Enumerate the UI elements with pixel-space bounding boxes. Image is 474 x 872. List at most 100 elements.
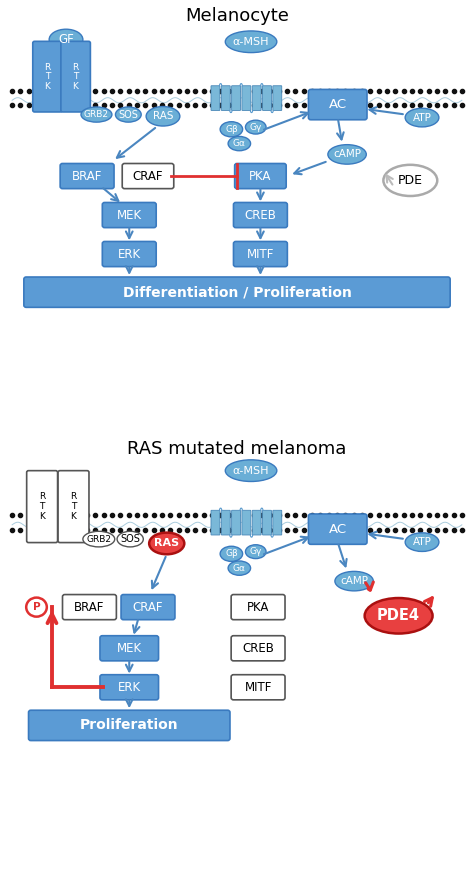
FancyBboxPatch shape [211, 510, 220, 535]
Text: Gγ: Gγ [249, 547, 262, 556]
Text: α-MSH: α-MSH [233, 37, 269, 47]
FancyBboxPatch shape [231, 675, 285, 700]
FancyBboxPatch shape [252, 510, 261, 535]
Text: α-MSH: α-MSH [233, 466, 269, 475]
Ellipse shape [220, 122, 243, 137]
FancyBboxPatch shape [263, 510, 272, 535]
Text: CRAF: CRAF [133, 601, 163, 614]
Ellipse shape [328, 145, 366, 164]
Text: CRAF: CRAF [133, 169, 163, 182]
FancyBboxPatch shape [102, 202, 156, 228]
Text: MITF: MITF [245, 681, 272, 694]
Text: ERK: ERK [118, 248, 141, 261]
Text: RAS: RAS [154, 538, 179, 548]
Text: R
T
K: R T K [70, 493, 77, 521]
Text: Gγ: Gγ [249, 123, 262, 132]
Text: Proliferation: Proliferation [80, 719, 179, 732]
FancyBboxPatch shape [263, 85, 272, 111]
Text: BRAF: BRAF [74, 601, 105, 614]
Text: PDE: PDE [398, 174, 423, 187]
Text: PKA: PKA [247, 601, 269, 614]
Text: GF: GF [58, 33, 74, 46]
Text: SOS: SOS [118, 110, 138, 119]
Ellipse shape [225, 31, 277, 52]
Text: CREB: CREB [242, 642, 274, 655]
Text: Gα: Gα [233, 139, 246, 148]
Ellipse shape [365, 598, 433, 634]
Ellipse shape [149, 533, 184, 555]
Text: Gβ: Gβ [225, 125, 238, 133]
Text: MITF: MITF [247, 248, 274, 261]
Text: Differentiation / Proliferation: Differentiation / Proliferation [123, 285, 351, 299]
Text: P: P [33, 603, 40, 612]
Text: Gβ: Gβ [225, 549, 238, 558]
FancyBboxPatch shape [61, 41, 91, 112]
Ellipse shape [117, 531, 143, 547]
Text: cAMP: cAMP [340, 576, 368, 586]
FancyBboxPatch shape [232, 85, 240, 111]
Ellipse shape [225, 460, 277, 481]
Text: PDE4: PDE4 [377, 609, 420, 623]
FancyBboxPatch shape [273, 85, 282, 111]
Ellipse shape [81, 107, 112, 122]
Ellipse shape [116, 107, 141, 122]
Ellipse shape [146, 106, 180, 126]
FancyBboxPatch shape [309, 514, 367, 544]
Text: GRB2: GRB2 [84, 110, 109, 119]
FancyBboxPatch shape [100, 636, 158, 661]
Text: AC: AC [328, 522, 347, 535]
Text: cAMP: cAMP [333, 149, 361, 160]
FancyBboxPatch shape [221, 510, 230, 535]
Ellipse shape [49, 29, 83, 50]
FancyBboxPatch shape [100, 675, 158, 700]
FancyBboxPatch shape [242, 510, 251, 535]
FancyBboxPatch shape [234, 242, 287, 267]
Text: R
T
K: R T K [39, 493, 45, 521]
Text: AC: AC [328, 98, 347, 111]
Ellipse shape [335, 571, 374, 591]
FancyBboxPatch shape [231, 636, 285, 661]
FancyBboxPatch shape [273, 510, 282, 535]
Text: Gα: Gα [233, 563, 246, 573]
FancyBboxPatch shape [122, 164, 174, 188]
Text: R
T
K: R T K [72, 63, 79, 91]
FancyBboxPatch shape [28, 710, 230, 740]
FancyBboxPatch shape [309, 90, 367, 119]
Text: RAS: RAS [153, 112, 173, 121]
Text: MEK: MEK [117, 642, 142, 655]
FancyBboxPatch shape [60, 164, 114, 188]
FancyBboxPatch shape [234, 202, 287, 228]
Ellipse shape [246, 545, 266, 559]
Ellipse shape [405, 533, 439, 551]
FancyBboxPatch shape [232, 510, 240, 535]
FancyBboxPatch shape [58, 471, 89, 542]
FancyBboxPatch shape [242, 85, 251, 111]
FancyBboxPatch shape [252, 85, 261, 111]
FancyBboxPatch shape [221, 85, 230, 111]
Ellipse shape [405, 108, 439, 127]
Text: ATP: ATP [412, 112, 431, 123]
Ellipse shape [246, 120, 266, 134]
Text: ERK: ERK [118, 681, 141, 694]
Text: R
T
K: R T K [44, 63, 50, 91]
Text: BRAF: BRAF [72, 169, 102, 182]
Text: PKA: PKA [249, 169, 272, 182]
Text: GRB2: GRB2 [86, 535, 111, 543]
FancyBboxPatch shape [63, 595, 117, 620]
Ellipse shape [220, 546, 243, 562]
Circle shape [26, 597, 47, 617]
FancyBboxPatch shape [231, 595, 285, 620]
FancyBboxPatch shape [24, 277, 450, 307]
Ellipse shape [228, 136, 251, 151]
Text: Melanocyte: Melanocyte [185, 7, 289, 24]
FancyBboxPatch shape [27, 471, 57, 542]
FancyBboxPatch shape [235, 164, 286, 188]
Text: SOS: SOS [120, 535, 140, 544]
Text: CREB: CREB [245, 208, 276, 221]
Ellipse shape [228, 561, 251, 576]
Ellipse shape [383, 165, 437, 196]
Ellipse shape [83, 531, 115, 547]
FancyBboxPatch shape [211, 85, 220, 111]
Text: RAS mutated melanoma: RAS mutated melanoma [128, 440, 346, 458]
FancyBboxPatch shape [33, 41, 62, 112]
